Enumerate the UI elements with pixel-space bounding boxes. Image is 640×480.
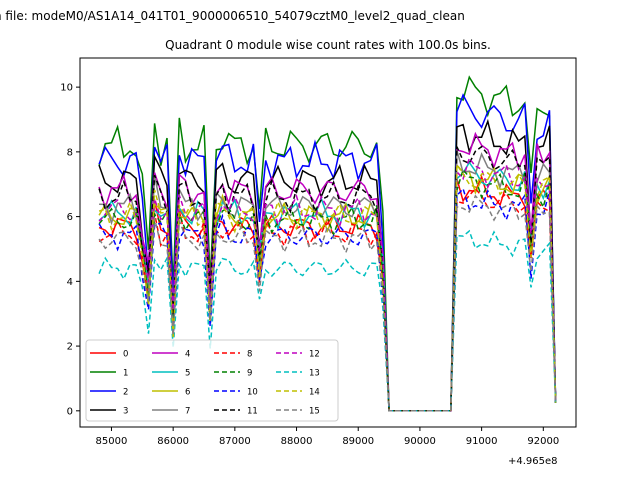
legend-label: 0: [123, 350, 128, 360]
legend-label: 9: [247, 369, 252, 379]
series-line-13: [98, 229, 557, 412]
legend-label: 15: [309, 407, 320, 417]
y-tick-label: 6: [67, 212, 73, 223]
plot-frame: [79, 57, 577, 428]
legend-label: 10: [247, 388, 258, 398]
x-tick-label: 91000: [466, 436, 498, 447]
chart-suptitle: n file: modeM0/AS1A14_041T01_9000006510_…: [0, 9, 465, 23]
y-tick-label: 4: [67, 277, 73, 288]
legend-label: 12: [309, 350, 320, 360]
y-tick-label: 0: [67, 406, 73, 417]
x-tick-label: 87000: [219, 436, 251, 447]
x-offset-label: +4.965e8: [508, 456, 558, 467]
legend-label: 7: [185, 407, 190, 417]
y-tick-label: 10: [60, 83, 73, 94]
series-line-14: [98, 162, 557, 412]
x-tick-label: 92000: [527, 436, 559, 447]
legend-label: 8: [247, 350, 252, 360]
x-tick-label: 88000: [281, 436, 313, 447]
legend-box: [85, 339, 339, 422]
series-line-12: [98, 156, 557, 412]
legend-label: 13: [309, 369, 320, 379]
y-tick-label: 2: [67, 342, 73, 353]
series-line-9: [98, 168, 557, 412]
x-axis-ticks: 85000 86000 87000 88000 89000 90000 91000 92000: [96, 427, 559, 447]
x-tick-label: 89000: [342, 436, 374, 447]
chart-title: Quadrant 0 module wise count rates with …: [165, 38, 491, 52]
series-line-11: [98, 145, 557, 412]
y-tick-label: 8: [67, 147, 73, 158]
legend-label: 4: [185, 350, 190, 360]
x-tick-label: 85000: [96, 436, 128, 447]
series-line-15: [98, 194, 557, 412]
series-line-1: [98, 75, 557, 412]
x-tick-label: 86000: [157, 436, 189, 447]
legend-label: 5: [185, 369, 190, 379]
legend-label: 11: [247, 407, 258, 417]
legend-label: 1: [123, 369, 128, 379]
series-lines: [98, 75, 557, 412]
legend-label: 2: [123, 388, 128, 398]
legend-label: 6: [185, 388, 190, 398]
y-axis-ticks: 0 2 4 6 8 10: [60, 83, 80, 417]
x-tick-label: 90000: [404, 436, 436, 447]
legend-label: 14: [309, 388, 320, 398]
legend-label: 3: [123, 407, 128, 417]
